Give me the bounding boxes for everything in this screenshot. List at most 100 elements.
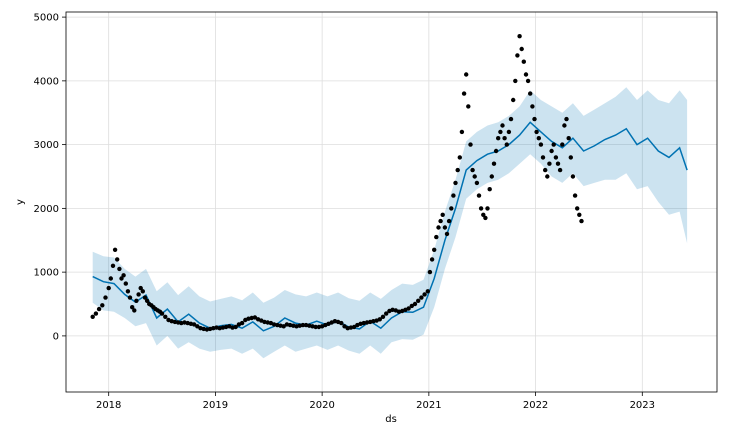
observed-point (570, 174, 576, 179)
observed-point (457, 155, 462, 160)
observed-point (233, 324, 238, 330)
observed-point (536, 136, 541, 141)
observed-point (132, 308, 137, 313)
observed-point (100, 303, 105, 308)
x-tick-label: 2018 (96, 400, 121, 411)
observed-point (427, 269, 433, 275)
observed-point (425, 289, 430, 294)
observed-point (442, 225, 448, 230)
observed-point (434, 234, 439, 240)
observed-point (416, 298, 421, 303)
observed-point (412, 301, 418, 307)
observed-point (252, 315, 258, 320)
forecast-line (92, 121, 688, 332)
observed-point (239, 320, 245, 326)
observed-point (380, 314, 386, 319)
plot-frame (65, 11, 718, 393)
observed-point (130, 305, 135, 310)
plot-area (66, 12, 717, 392)
observed-point (506, 129, 512, 135)
observed-point (409, 303, 414, 309)
y-tick-label: 2000 (34, 204, 59, 215)
observed-point (453, 180, 458, 186)
observed-point (483, 215, 488, 221)
observed-point (449, 206, 454, 211)
observed-point (551, 142, 556, 147)
observed-point (140, 289, 145, 294)
uncertainty-interval-band (92, 87, 688, 359)
x-tick-label: 2019 (203, 400, 228, 411)
observed-point (564, 116, 569, 122)
observed-point (342, 324, 347, 329)
observed-point (464, 72, 469, 77)
observed-point (429, 257, 435, 262)
observed-point (468, 142, 473, 147)
observed-point (528, 91, 533, 96)
observed-point (566, 136, 571, 141)
observed-point (470, 167, 475, 173)
observed-point (355, 322, 360, 328)
observed-point (525, 78, 531, 84)
observed-point (549, 148, 554, 154)
observed-point (562, 123, 567, 128)
observed-point (351, 324, 357, 330)
observed-point (478, 206, 484, 211)
observed-point (545, 174, 550, 179)
observed-point (377, 317, 382, 322)
x-tick-label: 2020 (309, 400, 334, 411)
observed-point (575, 206, 580, 211)
observed-point (491, 161, 497, 166)
observed-point (519, 46, 524, 52)
observed-point (123, 281, 128, 286)
observed-point (195, 324, 200, 329)
observed-point (406, 306, 411, 311)
y-tick-label: 5000 (34, 13, 59, 24)
observed-point (444, 231, 450, 237)
x-axis-title: ds (385, 414, 397, 425)
observed-point (579, 218, 584, 224)
observed-point (110, 263, 116, 268)
observed-point (119, 276, 124, 281)
observed-point (339, 320, 344, 326)
x-tick-label: 2022 (523, 400, 548, 411)
observed-points (90, 34, 584, 332)
observed-point (538, 142, 544, 147)
observed-point (557, 167, 563, 173)
observed-point (163, 314, 168, 319)
observed-point (112, 247, 118, 252)
y-tick-label: 1000 (34, 268, 59, 279)
observed-point (521, 59, 526, 64)
observed-point (117, 266, 122, 272)
observed-point (532, 116, 537, 122)
observed-point (543, 167, 548, 173)
observed-point (108, 276, 114, 281)
observed-point (481, 212, 486, 217)
observed-point (540, 155, 546, 160)
observed-point (472, 174, 477, 179)
observed-point (485, 206, 490, 211)
observed-point (496, 136, 501, 141)
x-tick-label: 2023 (630, 400, 655, 411)
observed-point (144, 298, 150, 303)
observed-point (560, 142, 565, 147)
observed-point (515, 53, 520, 58)
observed-point (93, 311, 99, 316)
observed-point (461, 91, 467, 96)
observed-point (300, 322, 306, 328)
observed-point (191, 322, 197, 327)
observed-point (498, 129, 503, 135)
y-tick-label: 4000 (34, 76, 59, 87)
observed-point (138, 285, 143, 291)
observed-point (530, 104, 535, 109)
observed-point (440, 212, 445, 217)
observed-point (422, 292, 427, 297)
observed-point (555, 161, 561, 166)
observed-point (523, 72, 529, 77)
observed-point (127, 295, 133, 300)
observed-point (438, 218, 443, 224)
observed-point (90, 314, 95, 319)
observed-point (459, 129, 465, 135)
observed-point (504, 142, 509, 147)
